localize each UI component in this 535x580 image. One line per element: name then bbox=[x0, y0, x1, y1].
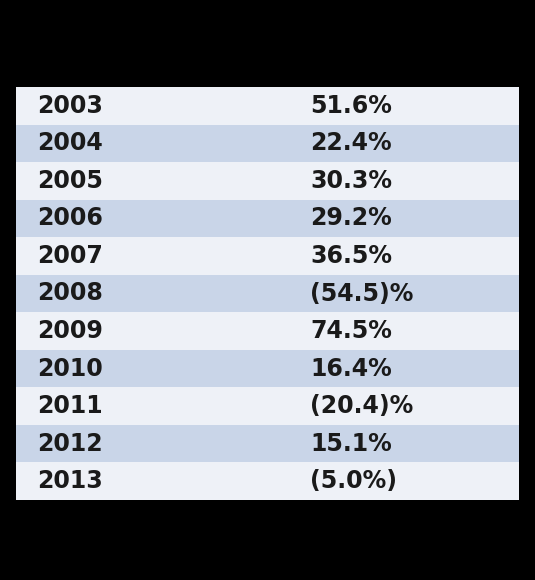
Text: 2013: 2013 bbox=[37, 469, 103, 493]
Text: (5.0%): (5.0%) bbox=[310, 469, 398, 493]
Text: (54.5)%: (54.5)% bbox=[310, 281, 414, 306]
Text: 2012: 2012 bbox=[37, 432, 103, 456]
Text: 74.5%: 74.5% bbox=[310, 319, 392, 343]
Bar bbox=[16, 312, 519, 350]
Bar bbox=[16, 387, 519, 425]
Text: 2004: 2004 bbox=[37, 131, 103, 155]
Text: 51.6%: 51.6% bbox=[310, 94, 392, 118]
Bar bbox=[16, 125, 519, 162]
Text: 2008: 2008 bbox=[37, 281, 103, 306]
Bar bbox=[16, 162, 519, 200]
Text: 29.2%: 29.2% bbox=[310, 206, 392, 230]
Bar bbox=[16, 462, 519, 500]
Bar bbox=[16, 425, 519, 462]
Bar bbox=[16, 275, 519, 312]
Bar bbox=[16, 200, 519, 237]
Text: 15.1%: 15.1% bbox=[310, 432, 392, 456]
Bar bbox=[16, 87, 519, 125]
Bar bbox=[16, 237, 519, 275]
Text: 30.3%: 30.3% bbox=[310, 169, 392, 193]
Text: 2005: 2005 bbox=[37, 169, 103, 193]
Text: (20.4)%: (20.4)% bbox=[310, 394, 414, 418]
Text: 36.5%: 36.5% bbox=[310, 244, 392, 268]
Bar bbox=[16, 350, 519, 387]
Text: 2010: 2010 bbox=[37, 357, 103, 380]
Text: 2009: 2009 bbox=[37, 319, 103, 343]
Text: 2007: 2007 bbox=[37, 244, 103, 268]
Text: 2011: 2011 bbox=[37, 394, 103, 418]
Text: 16.4%: 16.4% bbox=[310, 357, 392, 380]
Text: 2006: 2006 bbox=[37, 206, 103, 230]
Text: 22.4%: 22.4% bbox=[310, 131, 392, 155]
Text: 2003: 2003 bbox=[37, 94, 103, 118]
